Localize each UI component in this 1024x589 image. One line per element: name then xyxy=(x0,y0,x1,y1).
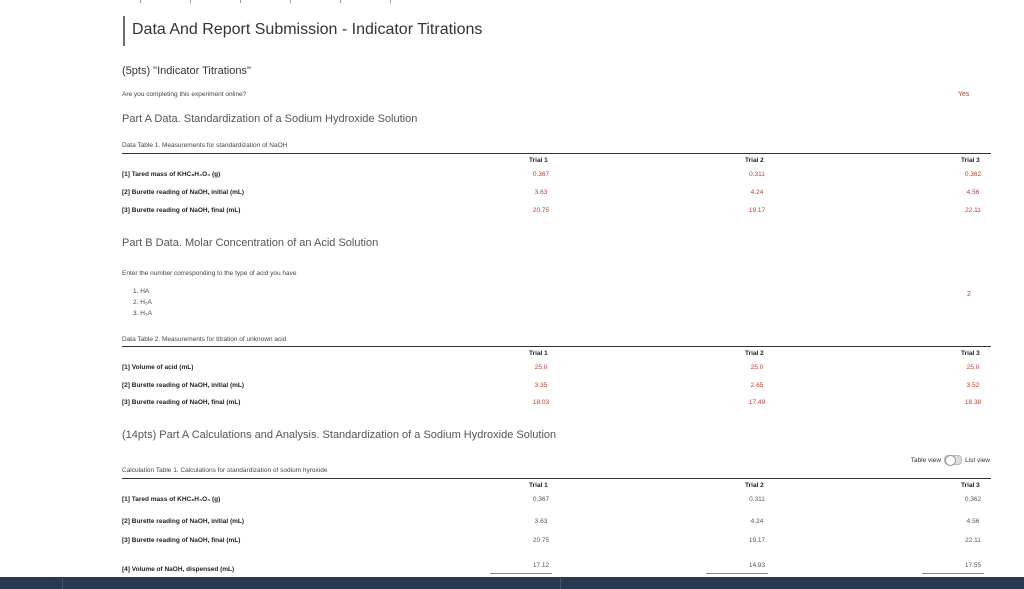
table-cell[interactable]: 25.0 xyxy=(534,364,548,371)
column-header-trial-2: Trial 2 xyxy=(745,157,764,164)
table-cell[interactable]: 19.17 xyxy=(748,207,766,214)
view-toggle[interactable]: Table view List view xyxy=(910,455,990,466)
input-underline xyxy=(706,573,768,574)
row-label: [2] Burette reading of NaOH, initial (mL… xyxy=(122,382,245,389)
table-cell[interactable]: 17.49 xyxy=(748,399,766,406)
row-label: [3] Burette reading of NaOH, final (mL) xyxy=(122,399,241,406)
row-label: [2] Burette reading of NaOH, initial (mL… xyxy=(122,189,245,196)
answer-input[interactable]: 17.12 xyxy=(532,562,550,569)
table-cell[interactable]: 20.75 xyxy=(532,207,550,214)
taskbar-divider xyxy=(560,577,561,589)
row-label: [3] Burette reading of NaOH, final (mL) xyxy=(122,207,241,214)
acid-type-answer[interactable]: 2 xyxy=(967,291,971,298)
table-view-label[interactable]: Table view xyxy=(910,456,942,464)
column-header-trial-3: Trial 3 xyxy=(961,482,980,489)
table-cell[interactable]: 22.11 xyxy=(965,207,981,214)
table-rule xyxy=(122,478,991,479)
table-cell: 20.75 xyxy=(532,537,550,544)
acid-option: 1. HA xyxy=(133,288,150,295)
table-cell[interactable]: 25.0 xyxy=(966,364,980,371)
part-a-heading: Part A Data. Standardization of a Sodium… xyxy=(122,113,418,125)
bottom-taskbar xyxy=(0,577,1024,589)
table-cell[interactable]: 4.56 xyxy=(966,189,980,196)
toggle-knob xyxy=(945,455,957,466)
table-cell[interactable]: 0.362 xyxy=(964,171,982,178)
table-cell[interactable]: 0.367 xyxy=(532,171,550,178)
table-cell[interactable]: 0.311 xyxy=(749,171,765,178)
table-cell: 0.362 xyxy=(964,496,982,503)
row-label: [1] Volume of acid (mL) xyxy=(122,364,194,371)
column-header-trial-1: Trial 1 xyxy=(529,482,548,489)
row-label: [3] Burette reading of NaOH, final (mL) xyxy=(122,537,241,544)
table-cell[interactable]: 4.24 xyxy=(750,189,764,196)
online-question: Are you completing this experiment onlin… xyxy=(122,91,247,98)
top-scroll-ticks xyxy=(130,0,430,4)
table-cell: 19.17 xyxy=(748,537,766,544)
input-underline xyxy=(490,573,552,574)
column-header-trial-3: Trial 3 xyxy=(961,350,980,357)
column-header-trial-3: Trial 3 xyxy=(961,157,980,164)
acid-option: 2. H₂A xyxy=(133,299,152,306)
acid-option: 3. H₃A xyxy=(133,310,152,317)
data-table-2-caption: Data Table 2. Measurements for titration… xyxy=(122,336,287,343)
page-title: Data And Report Submission - Indicator T… xyxy=(132,21,483,38)
row-label: [1] Tared mass of KHC₈H₄O₄ (g) xyxy=(122,171,221,178)
table-cell: 3.63 xyxy=(534,518,548,525)
title-accent-bar xyxy=(123,16,125,46)
table-cell: 22.11 xyxy=(965,537,981,544)
table-cell: 0.367 xyxy=(532,496,550,503)
online-answer[interactable]: Yes xyxy=(958,91,970,98)
table-rule xyxy=(122,346,991,347)
acid-type-options: 1. HA 2. H₂A 3. H₃A xyxy=(133,286,152,319)
column-header-trial-2: Trial 2 xyxy=(745,482,764,489)
row-label: [1] Tared mass of KHC₈H₄O₄ (g) xyxy=(122,496,221,503)
calc-table-1-caption: Calculation Table 1. Calculations for st… xyxy=(122,467,328,474)
column-header-trial-2: Trial 2 xyxy=(745,350,764,357)
table-cell[interactable]: 2.65 xyxy=(750,382,764,389)
part-b-heading: Part B Data. Molar Concentration of an A… xyxy=(122,237,379,249)
view-toggle-switch[interactable] xyxy=(944,455,963,466)
column-header-trial-1: Trial 1 xyxy=(529,157,548,164)
table-cell[interactable]: 3.63 xyxy=(534,189,548,196)
table-cell[interactable]: 25.0 xyxy=(750,364,764,371)
answer-input[interactable]: 17.55 xyxy=(964,562,982,569)
calc-a-heading: (14pts) Part A Calculations and Analysis… xyxy=(122,429,557,441)
section-heading-indicator-titrations: (5pts) "Indicator Titrations" xyxy=(122,65,251,77)
table-cell[interactable]: 18.03 xyxy=(532,399,550,406)
answer-input[interactable]: 14.93 xyxy=(748,562,766,569)
table-cell[interactable]: 3.52 xyxy=(966,382,980,389)
table-cell[interactable]: 3.35 xyxy=(534,382,548,389)
table-cell: 4.24 xyxy=(750,518,764,525)
table-rule xyxy=(122,153,991,154)
row-label: [4] Volume of NaOH, dispensed (mL) xyxy=(122,566,235,573)
list-view-label[interactable]: List view xyxy=(965,456,990,464)
data-table-1-caption: Data Table 1. Measurements for standardi… xyxy=(122,142,288,149)
row-label: [2] Burette reading of NaOH, initial (mL… xyxy=(122,518,245,525)
table-cell[interactable]: 18.38 xyxy=(964,399,982,406)
input-underline xyxy=(922,573,984,574)
table-cell: 0.311 xyxy=(749,496,765,503)
taskbar-divider xyxy=(62,577,63,589)
column-header-trial-1: Trial 1 xyxy=(529,350,548,357)
acid-type-prompt: Enter the number corresponding to the ty… xyxy=(122,270,297,277)
table-cell: 4.56 xyxy=(966,518,980,525)
